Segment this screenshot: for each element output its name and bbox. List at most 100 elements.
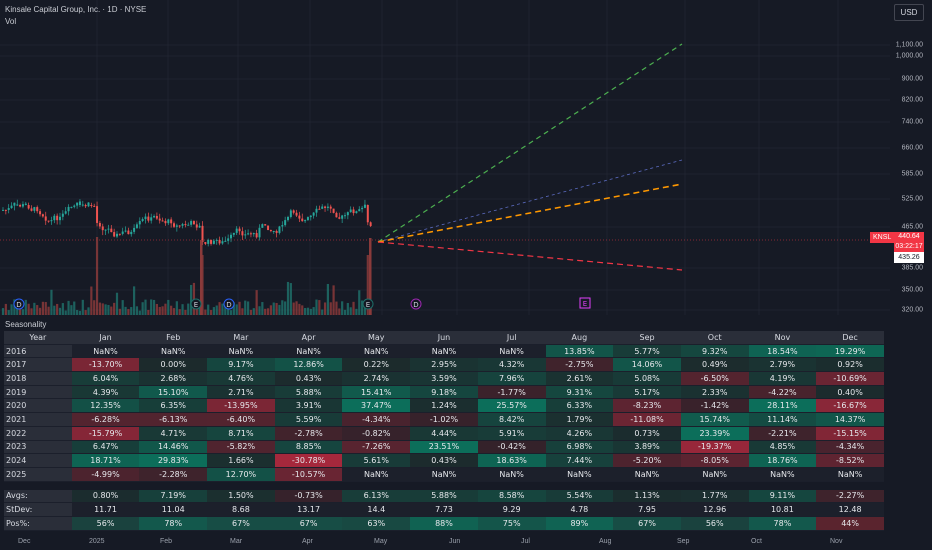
volume-bar bbox=[27, 303, 30, 315]
volume-bar bbox=[295, 301, 298, 315]
candle-body bbox=[2, 209, 4, 211]
seasonality-cell: 7.73 bbox=[410, 502, 478, 517]
time-axis-label: Jun bbox=[449, 538, 461, 545]
volume-bar bbox=[235, 304, 238, 315]
candle-body bbox=[104, 229, 107, 231]
event-marker[interactable]: E bbox=[190, 298, 202, 310]
candle-body bbox=[41, 214, 44, 217]
candle-body bbox=[244, 234, 247, 236]
seasonality-row-label: 2022 bbox=[4, 426, 72, 441]
seasonality-cell: 4.44% bbox=[410, 426, 478, 441]
seasonality-cell: -10.57% bbox=[274, 467, 343, 482]
time-axis-label: May bbox=[374, 538, 388, 545]
volume-bar bbox=[135, 306, 139, 315]
last-price: 440.64 bbox=[898, 233, 920, 240]
candle-body bbox=[338, 217, 341, 219]
volume-bar bbox=[361, 300, 364, 315]
seasonality-row-label: 2020 bbox=[4, 398, 72, 414]
volume-bar bbox=[284, 301, 287, 315]
volume-bar bbox=[315, 299, 318, 315]
time-axis-label: Sep bbox=[677, 538, 690, 545]
candle-body bbox=[318, 208, 321, 210]
seasonality-cell: NaN% bbox=[545, 467, 614, 482]
candle-body bbox=[344, 215, 346, 217]
seasonality-cell: -30.78% bbox=[274, 453, 343, 468]
seasonality-cell: 11.71 bbox=[71, 502, 140, 517]
candle-body bbox=[175, 225, 178, 227]
candle-body bbox=[161, 220, 164, 222]
event-marker[interactable]: E bbox=[362, 298, 374, 310]
price-axis-label: 585.00 bbox=[901, 170, 923, 178]
seasonality-stats-row: Avgs: 0.80% 7.19% 1.50% -0.73% 6.13% 5.88% 8.58… bbox=[4, 489, 884, 504]
candle-body bbox=[153, 215, 156, 218]
volume-bar bbox=[170, 305, 173, 315]
candle-body bbox=[227, 238, 230, 241]
candle-body bbox=[212, 240, 215, 244]
price-axis-label: 900.00 bbox=[901, 75, 923, 83]
candle-body bbox=[39, 211, 42, 215]
volume-bar bbox=[249, 309, 253, 315]
volume-bar bbox=[90, 286, 93, 315]
event-marker[interactable]: D bbox=[13, 298, 25, 310]
candle-body bbox=[184, 224, 187, 226]
candle-body bbox=[252, 233, 255, 235]
seasonality-cell: NaN% bbox=[748, 467, 817, 482]
candle-body bbox=[96, 206, 99, 223]
volume-bar bbox=[155, 303, 158, 315]
seasonality-column-header: Sep bbox=[613, 331, 681, 345]
candle-body bbox=[201, 225, 204, 243]
time-axis-label: 2025 bbox=[89, 538, 105, 545]
volume-bar bbox=[138, 310, 141, 315]
volume-bar bbox=[115, 292, 119, 315]
volume-bar bbox=[232, 302, 235, 315]
volume-bar bbox=[269, 305, 272, 315]
volume-bar bbox=[281, 300, 284, 315]
seasonality-cell: 0.80% bbox=[71, 489, 140, 504]
volume-bar bbox=[124, 306, 127, 315]
volume-bar bbox=[221, 303, 224, 315]
seasonality-row-label: Avgs: bbox=[4, 489, 72, 504]
volume-bar bbox=[21, 309, 25, 315]
event-marker[interactable]: D bbox=[223, 298, 235, 310]
candle-body bbox=[135, 224, 138, 228]
volume-bar bbox=[47, 306, 50, 315]
seasonality-cell: 15.10% bbox=[139, 385, 208, 400]
seasonality-year-row: 2021 -6.28% -6.13% -6.40% 5.59% -4.34% -1.02% 8… bbox=[4, 412, 884, 427]
volume-bar bbox=[158, 306, 161, 315]
seasonality-cell: 5.88% bbox=[410, 489, 478, 504]
candle-body bbox=[341, 215, 344, 219]
seasonality-cell: -15.79% bbox=[71, 426, 140, 441]
candle-body bbox=[232, 232, 235, 235]
volume-bar bbox=[215, 305, 218, 315]
volume-bar bbox=[309, 308, 312, 315]
volume-bar bbox=[335, 301, 338, 315]
candle-body bbox=[264, 224, 267, 226]
seasonality-cell: 88% bbox=[410, 516, 478, 531]
seasonality-cell: 18.76% bbox=[748, 453, 817, 468]
seasonality-cell: 12.35% bbox=[71, 398, 140, 414]
event-marker[interactable]: D bbox=[410, 298, 422, 310]
candle-body bbox=[121, 231, 124, 234]
seasonality-cell: 12.48 bbox=[816, 502, 884, 517]
price-axis-label: 1,000.00 bbox=[895, 52, 923, 60]
seasonality-cell: 78% bbox=[139, 516, 208, 531]
seasonality-cell: 75% bbox=[477, 516, 546, 531]
candle-body bbox=[272, 230, 275, 232]
volume-bar bbox=[164, 303, 167, 315]
candle-body bbox=[59, 216, 61, 221]
candle-body bbox=[47, 220, 50, 222]
seasonality-cell: 3.91% bbox=[274, 398, 343, 414]
volume-bar bbox=[184, 309, 187, 315]
seasonality-cell: 1.24% bbox=[410, 398, 478, 414]
earnings-marker-label: E bbox=[583, 300, 587, 308]
bar-countdown: 03:22:17 bbox=[895, 243, 923, 250]
price-axis-label: 1,100.00 bbox=[895, 41, 923, 49]
volume-bar bbox=[255, 290, 258, 315]
currency-button[interactable]: USD bbox=[894, 4, 924, 21]
earnings-marker[interactable]: E bbox=[579, 297, 591, 309]
volume-bar bbox=[352, 301, 355, 315]
seasonality-cell: -4.99% bbox=[71, 467, 140, 482]
volume-label: Vol bbox=[5, 17, 17, 26]
seasonality-cell: 3.59% bbox=[410, 371, 478, 386]
